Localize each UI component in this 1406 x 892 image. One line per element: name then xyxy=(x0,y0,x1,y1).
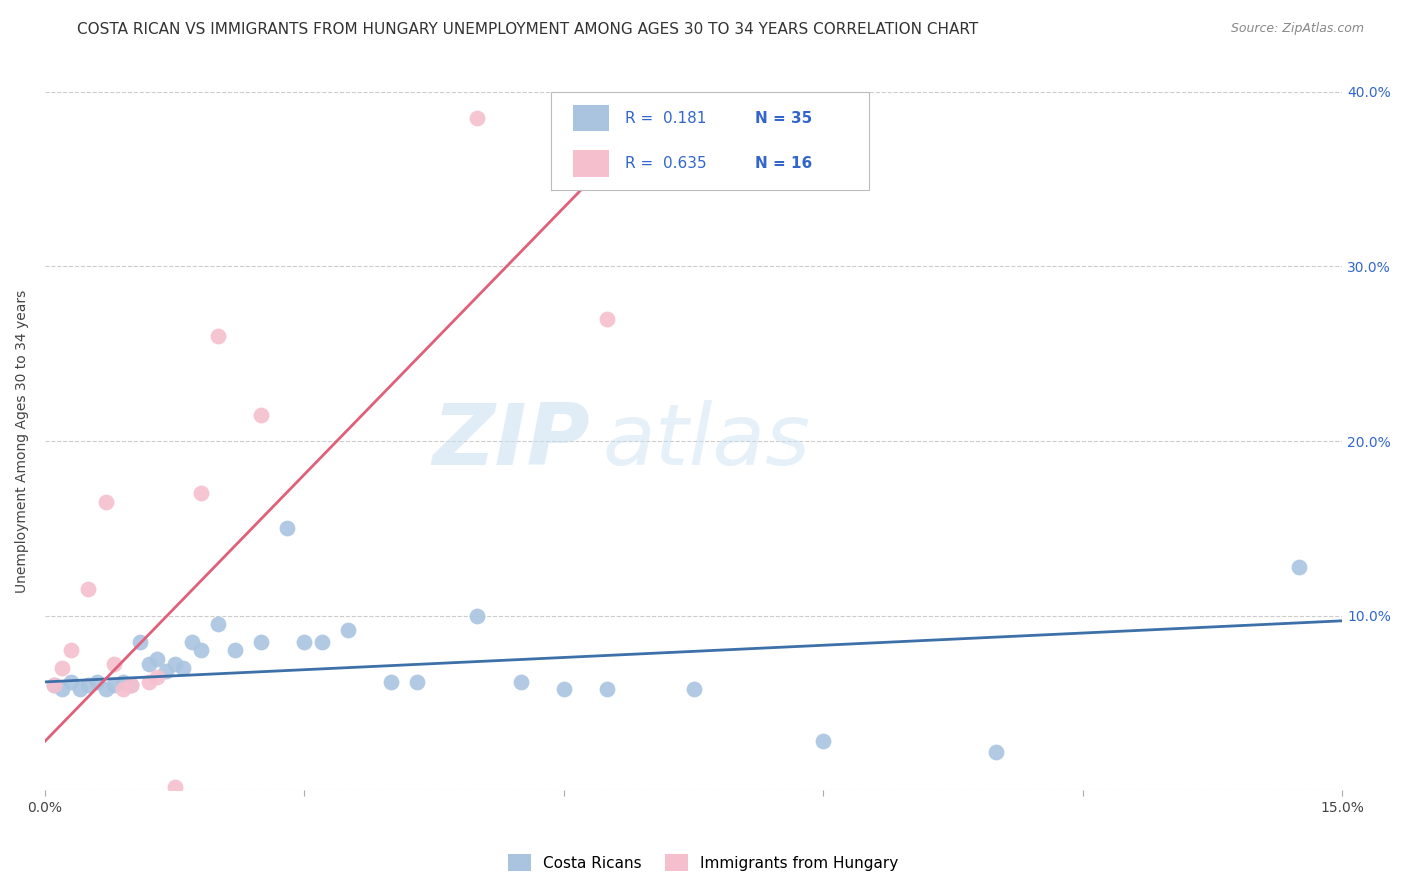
Point xyxy=(181,634,204,648)
Point xyxy=(405,674,427,689)
Point xyxy=(111,681,134,696)
Y-axis label: Unemployment Among Ages 30 to 34 years: Unemployment Among Ages 30 to 34 years xyxy=(15,289,30,592)
Point xyxy=(190,643,212,657)
Text: atlas: atlas xyxy=(603,400,811,483)
FancyBboxPatch shape xyxy=(551,92,869,190)
Point xyxy=(120,678,142,692)
Point xyxy=(51,661,73,675)
Point xyxy=(94,495,117,509)
Text: N = 16: N = 16 xyxy=(755,156,811,171)
Point xyxy=(380,674,402,689)
Point xyxy=(553,681,575,696)
Point xyxy=(190,486,212,500)
Point xyxy=(138,657,160,672)
Point xyxy=(77,582,100,597)
Point xyxy=(42,678,65,692)
Point xyxy=(69,681,91,696)
Point xyxy=(59,643,82,657)
Point xyxy=(172,661,194,675)
Point xyxy=(103,678,125,692)
Point xyxy=(163,657,186,672)
Point xyxy=(138,674,160,689)
Bar xyxy=(574,104,609,131)
Point xyxy=(111,674,134,689)
Point xyxy=(596,311,619,326)
Text: R =  0.181: R = 0.181 xyxy=(624,111,706,126)
Point xyxy=(207,617,229,632)
Point xyxy=(77,678,100,692)
Point xyxy=(207,329,229,343)
Point xyxy=(250,634,273,648)
Legend: Costa Ricans, Immigrants from Hungary: Costa Ricans, Immigrants from Hungary xyxy=(502,848,904,877)
Point xyxy=(120,678,142,692)
Text: Source: ZipAtlas.com: Source: ZipAtlas.com xyxy=(1230,22,1364,36)
Point xyxy=(51,681,73,696)
Point xyxy=(146,670,169,684)
Point xyxy=(294,634,316,648)
Point xyxy=(311,634,333,648)
Point xyxy=(59,674,82,689)
Point xyxy=(250,408,273,422)
Point xyxy=(467,111,489,125)
Point xyxy=(155,665,177,679)
Point xyxy=(94,681,117,696)
Point xyxy=(1288,559,1310,574)
Point xyxy=(163,780,186,794)
Point xyxy=(682,681,704,696)
Point xyxy=(103,657,125,672)
Point xyxy=(224,643,246,657)
Text: N = 35: N = 35 xyxy=(755,111,811,126)
Text: COSTA RICAN VS IMMIGRANTS FROM HUNGARY UNEMPLOYMENT AMONG AGES 30 TO 34 YEARS CO: COSTA RICAN VS IMMIGRANTS FROM HUNGARY U… xyxy=(77,22,979,37)
Point xyxy=(596,681,619,696)
Point xyxy=(129,634,152,648)
Text: R =  0.635: R = 0.635 xyxy=(624,156,706,171)
Point xyxy=(986,745,1008,759)
Point xyxy=(336,623,359,637)
Bar xyxy=(574,150,609,177)
Point xyxy=(509,674,531,689)
Point xyxy=(146,652,169,666)
Point xyxy=(42,678,65,692)
Point xyxy=(276,521,298,535)
Point xyxy=(467,608,489,623)
Point xyxy=(813,734,835,748)
Text: ZIP: ZIP xyxy=(432,400,591,483)
Point xyxy=(86,674,108,689)
